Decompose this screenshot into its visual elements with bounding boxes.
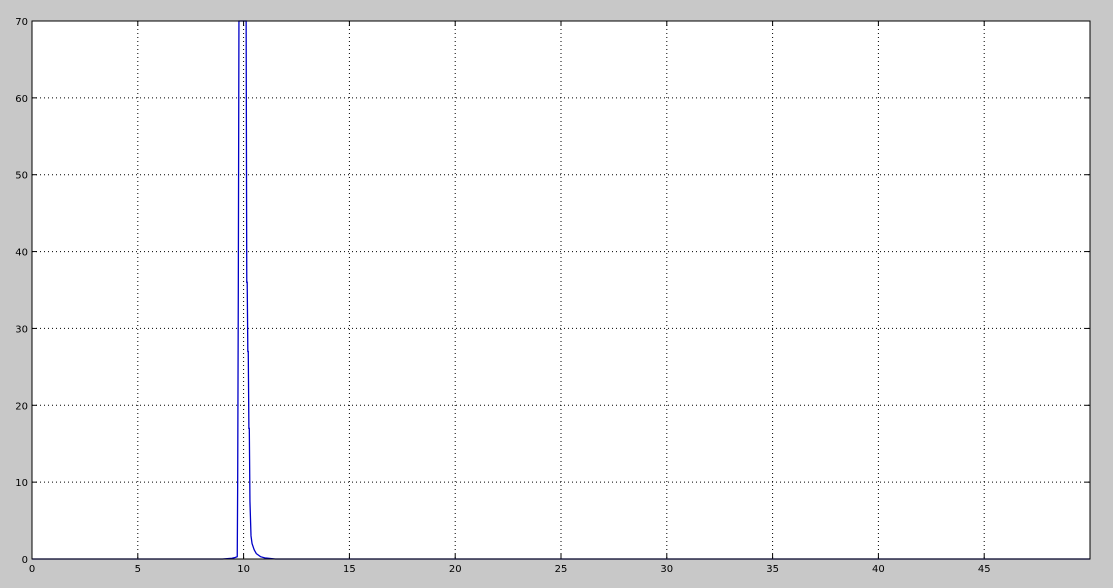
axes-frame	[31, 20, 1091, 560]
y-tick-label: 40	[15, 248, 28, 259]
y-tick-label: 60	[15, 94, 28, 105]
x-tick-label: 40	[872, 564, 885, 575]
y-tick-labels: 0 10 20 30 40 50 60 70	[15, 17, 28, 566]
x-tick-label: 5	[135, 564, 141, 575]
y-tick-label: 30	[15, 324, 28, 335]
x-tick-label: 15	[343, 564, 356, 575]
x-tick-label: 10	[237, 564, 250, 575]
x-tick-label: 35	[766, 564, 779, 575]
y-tick-label: 0	[22, 555, 28, 566]
y-tick-label: 20	[15, 401, 28, 412]
grid-lines	[32, 21, 1090, 559]
x-tick-label: 45	[978, 564, 991, 575]
x-tick-label: 20	[449, 564, 462, 575]
x-tick-labels: 0 5 10 15 20 25 30 35 40 45	[29, 564, 991, 575]
data-series	[32, 20, 1090, 560]
x-tick-label: 25	[555, 564, 568, 575]
x-tick-label: 30	[660, 564, 673, 575]
y-tick-label: 50	[15, 171, 28, 182]
y-tick-label: 10	[15, 478, 28, 489]
series-line-1	[32, 20, 1090, 560]
x-tick-label: 0	[29, 564, 35, 575]
y-tick-label: 70	[15, 17, 28, 28]
